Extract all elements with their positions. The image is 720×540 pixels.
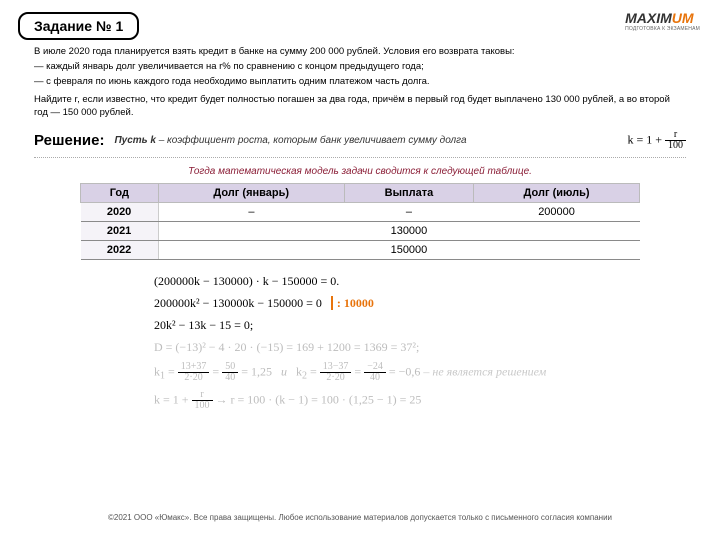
find-statement: Найдите r, если известно, что кредит буд… — [34, 94, 686, 120]
model-note: Тогда математическая модель задачи своди… — [34, 166, 686, 177]
equation-1: (200000k − 130000) · k − 150000 = 0. — [154, 274, 686, 289]
solution-header-row: Решение: Пусть k – коэффициент роста, ко… — [34, 130, 686, 158]
roots: k1 = 13+372·20 = 5040 = 1,25 и k2 = 13−3… — [154, 362, 686, 383]
problem-line-3: — с февраля по июнь каждого года необход… — [34, 76, 686, 89]
problem-line-2: — каждый январь долг увеличивается на r%… — [34, 61, 686, 74]
table-row: 2022 150000 — [81, 241, 640, 260]
logo-subtitle: ПОДГОТОВКА К ЭКЗАМЕНАМ — [625, 26, 700, 32]
content-area: В июле 2020 года планируется взять креди… — [0, 40, 720, 411]
divide-note: : 10000 — [331, 296, 374, 310]
problem-statement: В июле 2020 года планируется взять креди… — [34, 46, 686, 88]
debt-table: Год Долг (январь) Выплата Долг (июль) 20… — [80, 183, 640, 260]
brand-logo: MAXIMUM ПОДГОТОВКА К ЭКЗАМЕНАМ — [625, 10, 700, 32]
discriminant: D = (−13)² − 4 · 20 · (−15) = 169 + 1200… — [154, 340, 686, 355]
copyright-footer: ©2021 ООО «Юмакс». Все права защищены. Л… — [0, 513, 720, 522]
table-row: 2020 – – 200000 — [81, 203, 640, 222]
logo-text: MAXIMUM — [625, 10, 693, 26]
col-year: Год — [81, 184, 159, 203]
growth-formula: k = 1 + r100 — [627, 130, 686, 151]
final-answer: k = 1 + r100 → r = 100 · (k − 1) = 100 ·… — [154, 390, 686, 411]
equation-3: 20k² − 13k − 15 = 0; — [154, 318, 686, 333]
table-row: 2021 130000 — [81, 222, 640, 241]
task-badge: Задание № 1 — [18, 12, 139, 40]
equation-2: 200000k² − 130000k − 150000 = 0 : 10000 — [154, 296, 686, 311]
solution-label: Решение: — [34, 132, 104, 149]
col-jan: Долг (январь) — [158, 184, 344, 203]
table-header-row: Год Долг (январь) Выплата Долг (июль) — [81, 184, 640, 203]
solution-hint: Пусть k – коэффициент роста, которым бан… — [114, 135, 466, 146]
col-jul: Долг (июль) — [474, 184, 640, 203]
col-pay: Выплата — [344, 184, 473, 203]
problem-line-1: В июле 2020 года планируется взять креди… — [34, 46, 686, 59]
math-derivation: (200000k − 130000) · k − 150000 = 0. 200… — [154, 274, 686, 411]
